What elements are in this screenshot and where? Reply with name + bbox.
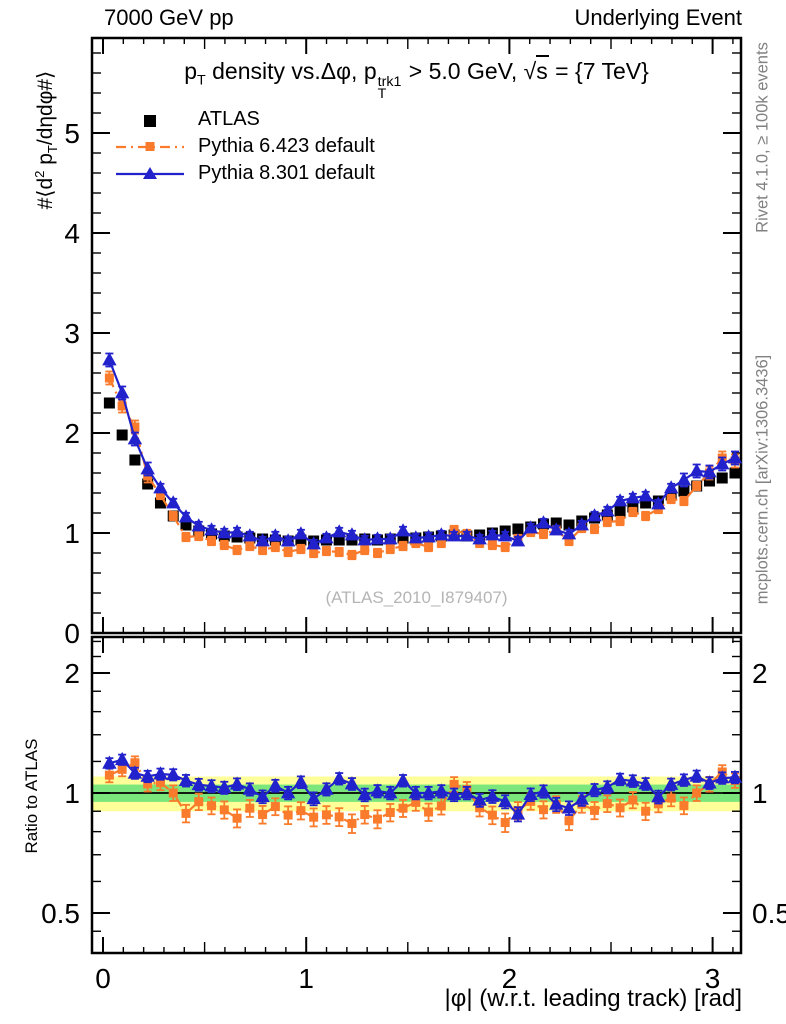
svg-text:1: 1 bbox=[752, 778, 768, 809]
beam-header: 7000 GeV pp bbox=[104, 5, 234, 30]
legend-label-atlas: ATLAS bbox=[198, 108, 260, 130]
pythia8-marker-icon bbox=[112, 162, 188, 186]
main-series-pythia-8-301-default bbox=[102, 352, 743, 550]
main-series-atlas bbox=[103, 397, 741, 547]
svg-text:2: 2 bbox=[752, 658, 768, 689]
legend-sample-svg bbox=[116, 141, 184, 151]
legend-label-pythia6: Pythia 6.423 default bbox=[198, 135, 375, 157]
legend-sample-svg bbox=[144, 114, 156, 127]
legend-label-pythia8: Pythia 8.301 default bbox=[198, 162, 375, 184]
atlas-marker-icon bbox=[112, 108, 188, 132]
legend: ATLAS Pythia 6.423 default Pythia 8.301 … bbox=[112, 106, 375, 187]
legend-sample-svg bbox=[116, 166, 184, 179]
svg-text:3: 3 bbox=[64, 318, 80, 349]
x-axis-label: |φ| (w.r.t. leading track) [rad] bbox=[444, 985, 742, 1012]
svg-text:1: 1 bbox=[64, 518, 80, 549]
ratio-bands bbox=[92, 776, 741, 812]
mcplots-note: mcplots.cern.ch [arXiv:1306.3436] bbox=[753, 354, 772, 605]
svg-text:5: 5 bbox=[64, 118, 80, 149]
analysis-header: Underlying Event bbox=[574, 5, 742, 30]
svg-text:0: 0 bbox=[64, 618, 80, 649]
plot-title: pT density vs.Δφ, p trk1 T > 5.0 GeV, √s =… bbox=[92, 55, 741, 101]
analysis-watermark: (ATLAS_2010_I879407) bbox=[325, 588, 508, 607]
svg-text:0.5: 0.5 bbox=[41, 898, 80, 929]
pythia6-marker-icon bbox=[112, 135, 188, 159]
main-series-pythia-6-423-default bbox=[104, 370, 740, 561]
rivet-version-note: Rivet 4.1.0, ≥ 100k events bbox=[753, 42, 772, 233]
ratio-band-outer bbox=[92, 776, 741, 812]
svg-text:1: 1 bbox=[64, 778, 80, 809]
ratio-band-inner bbox=[92, 784, 741, 802]
svg-text:2: 2 bbox=[64, 658, 80, 689]
legend-item-atlas: ATLAS bbox=[112, 106, 375, 133]
legend-item-pythia6: Pythia 6.423 default bbox=[112, 133, 375, 160]
svg-text:0.5: 0.5 bbox=[752, 898, 786, 929]
ratio-frame bbox=[90, 635, 743, 955]
y-axis-label: #⟨d2 pT/dηdφ#⟩ bbox=[31, 70, 61, 210]
svg-text:2: 2 bbox=[64, 418, 80, 449]
svg-text:4: 4 bbox=[64, 218, 80, 249]
ratio-series-pythia-8-301-default bbox=[102, 751, 743, 823]
legend-item-pythia8: Pythia 8.301 default bbox=[112, 160, 375, 187]
ratio-series-pythia-6-423-default bbox=[104, 755, 740, 834]
ratio-y-axis-label: Ratio to ATLAS bbox=[22, 738, 41, 854]
